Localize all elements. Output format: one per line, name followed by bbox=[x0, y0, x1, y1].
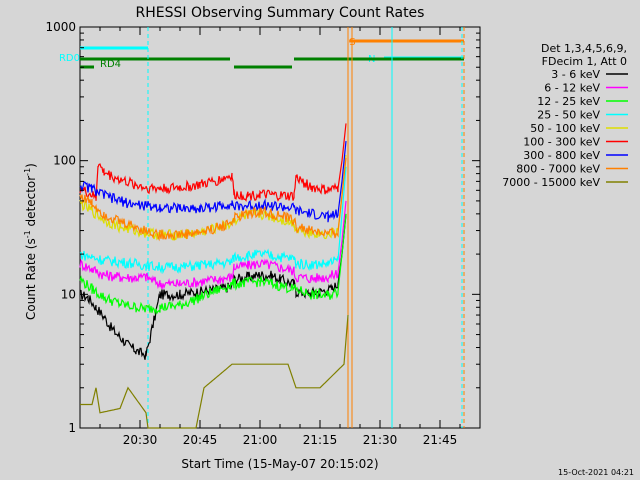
y-tick-label-2: 100 bbox=[53, 154, 76, 168]
y-axis-label-b: detector bbox=[24, 176, 38, 231]
y-axis-label-sup2: -1 bbox=[23, 168, 32, 176]
x-tick-label-4: 21:30 bbox=[363, 433, 398, 447]
legend-title-line-1: Det 1,3,4,5,6,9, bbox=[541, 42, 627, 55]
y-axis-label-a: Count Rate (s bbox=[24, 238, 38, 320]
y-axis-label-c: ) bbox=[24, 163, 38, 168]
x-tick-label-0: 20:30 bbox=[123, 433, 158, 447]
series-line-6 bbox=[79, 141, 347, 223]
x-tick-label-2: 21:00 bbox=[243, 433, 278, 447]
series-line-8 bbox=[80, 314, 349, 429]
legend-label-8: 7000 - 15000 keV bbox=[502, 176, 600, 189]
vertical-markers bbox=[147, 27, 465, 428]
x-tick-label-3: 21:15 bbox=[303, 433, 338, 447]
footer-date: 15-Oct-2021 04:21 bbox=[558, 468, 634, 477]
legend-label-2: 12 - 25 keV bbox=[537, 95, 600, 108]
series-lines bbox=[79, 123, 349, 429]
state-label-0: RD0 bbox=[59, 53, 80, 64]
y-tick-label-1: 10 bbox=[61, 287, 76, 301]
series-line-1 bbox=[79, 200, 347, 290]
legend-label-1: 6 - 12 keV bbox=[544, 82, 600, 95]
series-line-3 bbox=[79, 166, 347, 275]
plot-area bbox=[79, 26, 481, 429]
x-tick-label-5: 21:45 bbox=[423, 433, 458, 447]
series-line-5 bbox=[79, 123, 347, 202]
legend-label-7: 800 - 7000 keV bbox=[516, 163, 600, 176]
legend-label-5: 100 - 300 keV bbox=[523, 136, 600, 149]
y-axis-label-sup1: -1 bbox=[23, 230, 32, 238]
y-axis-label: Count Rate (s-1 detector-1) bbox=[23, 163, 38, 320]
y-tick-label-0: 1 bbox=[68, 421, 76, 435]
legend-label-3: 25 - 50 keV bbox=[537, 109, 600, 122]
legend-label-4: 50 - 100 keV bbox=[530, 122, 600, 135]
y-tick-label-3: 1000 bbox=[45, 20, 76, 34]
legend-title-line-2: FDecim 1, Att 0 bbox=[542, 55, 627, 68]
axes: 1 10 100 1000 20:30 20:45 21:00 21:15 21:30 21:45 bbox=[45, 20, 481, 447]
state-label-4: RD4 bbox=[100, 59, 121, 70]
legend-label-0: 3 - 6 keV bbox=[551, 68, 600, 81]
series-line-7 bbox=[79, 157, 347, 242]
legend-label-6: 300 - 800 keV bbox=[523, 149, 600, 162]
x-axis-label: Start Time (15-May-07 20:15:02) bbox=[181, 457, 378, 471]
series-line-2 bbox=[79, 213, 347, 315]
x-tick-label-1: 20:45 bbox=[183, 433, 218, 447]
chart-title: RHESSI Observing Summary Count Rates bbox=[136, 5, 425, 21]
